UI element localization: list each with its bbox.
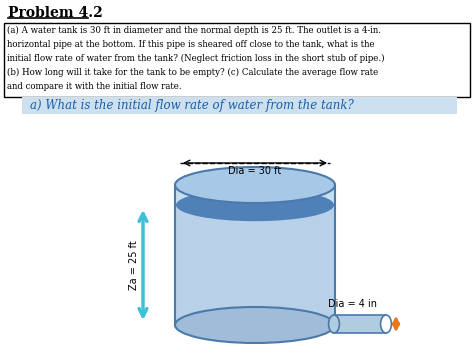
- Ellipse shape: [175, 167, 335, 203]
- Text: Dia = 4 in: Dia = 4 in: [328, 299, 377, 309]
- Text: and compare it with the initial flow rate.: and compare it with the initial flow rat…: [7, 82, 182, 91]
- Text: Dia = 30 ft: Dia = 30 ft: [228, 166, 282, 176]
- Text: (b) How long will it take for the tank to be empty? (c) Calculate the average fl: (b) How long will it take for the tank t…: [7, 68, 378, 77]
- Polygon shape: [334, 315, 386, 333]
- Polygon shape: [175, 185, 335, 205]
- Ellipse shape: [175, 307, 335, 343]
- Text: Problem 4.2: Problem 4.2: [8, 6, 103, 20]
- Polygon shape: [176, 205, 334, 325]
- Text: initial flow rate of water from the tank? (Neglect friction loss in the short st: initial flow rate of water from the tank…: [7, 54, 384, 63]
- Polygon shape: [175, 185, 335, 325]
- Ellipse shape: [176, 189, 334, 221]
- Text: horizontal pipe at the bottom. If this pipe is sheared off close to the tank, wh: horizontal pipe at the bottom. If this p…: [7, 40, 374, 49]
- Text: (a) A water tank is 30 ft in diameter and the normal depth is 25 ft. The outlet : (a) A water tank is 30 ft in diameter an…: [7, 26, 381, 35]
- Ellipse shape: [328, 315, 339, 333]
- FancyBboxPatch shape: [22, 97, 457, 114]
- Ellipse shape: [381, 315, 392, 333]
- FancyBboxPatch shape: [4, 23, 470, 97]
- Text: a) What is the initial flow rate of water from the tank?: a) What is the initial flow rate of wate…: [30, 99, 354, 112]
- Text: Za = 25 ft: Za = 25 ft: [129, 240, 139, 290]
